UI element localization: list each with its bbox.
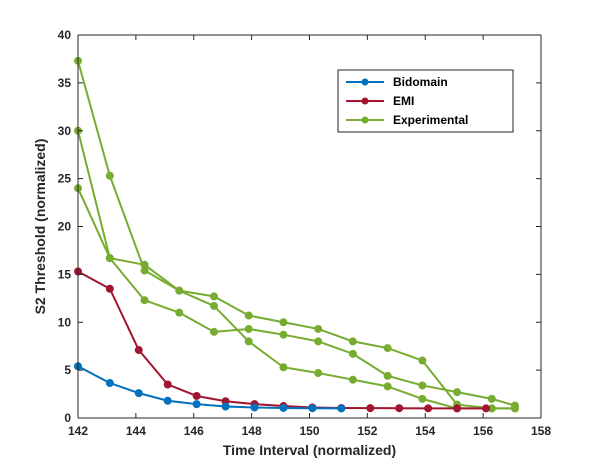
series-experimental-4 [74, 184, 519, 410]
data-point-bidomain [250, 403, 259, 412]
data-point-emi [395, 404, 404, 413]
data-point-emi [424, 404, 433, 413]
data-point-experimental [105, 171, 114, 180]
x-tick-label: 144 [126, 424, 146, 438]
data-point-experimental-4 [487, 394, 496, 403]
data-point-experimental-4 [348, 349, 357, 358]
data-point-experimental-3 [210, 301, 219, 310]
x-tick-label: 148 [242, 424, 262, 438]
data-point-emi [366, 404, 375, 413]
legend-label-emi: EMI [393, 94, 414, 108]
data-point-experimental [383, 344, 392, 353]
data-point-experimental-3 [244, 337, 253, 346]
y-tick-label: 10 [58, 315, 72, 329]
data-point-experimental [244, 311, 253, 320]
data-point-emi [192, 391, 201, 400]
x-tick-label: 146 [184, 424, 204, 438]
data-point-experimental-4 [244, 324, 253, 333]
x-tick-label: 150 [299, 424, 319, 438]
data-point-experimental-3 [175, 286, 184, 295]
x-tick-label: 142 [68, 424, 88, 438]
axes: 142 144 146 148 150 152 154 156 158 0 5 10 15 20 25 30 3… [58, 28, 552, 438]
data-point-emi [482, 404, 491, 413]
data-point-bidomain [279, 403, 288, 412]
data-point-experimental-3 [279, 363, 288, 372]
y-axis-label: S2 Threshold (normalized) [32, 139, 48, 315]
data-point-experimental-4 [453, 388, 462, 397]
data-point-experimental-3 [348, 375, 357, 384]
x-tick-label: 152 [357, 424, 377, 438]
x-tick-label: 154 [415, 424, 435, 438]
series-line-experimental [77, 60, 515, 410]
data-point-experimental-4 [140, 296, 149, 305]
data-point-experimental-4 [314, 337, 323, 346]
y-tick-label: 40 [58, 28, 72, 42]
data-point-experimental-4 [418, 381, 427, 390]
legend-marker-bidomain [361, 78, 369, 86]
data-point-bidomain [105, 379, 114, 388]
data-point-experimental-4 [175, 308, 184, 317]
data-point-bidomain [337, 404, 346, 413]
data-point-bidomain [134, 389, 143, 398]
data-point-experimental-3 [140, 260, 149, 269]
data-point-experimental [418, 356, 427, 365]
legend-marker-experimental [361, 116, 369, 124]
x-tick-label: 158 [531, 424, 551, 438]
y-tick-label: 20 [58, 220, 72, 234]
data-point-experimental-4 [210, 327, 219, 336]
data-point-experimental-4 [510, 401, 519, 410]
y-tick-label: 30 [58, 124, 72, 138]
x-axis-label: Time Interval (normalized) [223, 442, 396, 458]
series-line-experimental-4 [77, 187, 516, 407]
y-tick-label: 15 [58, 267, 72, 281]
plot-area [74, 56, 519, 413]
data-point-experimental-3 [314, 369, 323, 377]
data-point-experimental [279, 318, 288, 327]
data-point-bidomain [163, 396, 172, 405]
legend: Bidomain EMI Experimental [337, 69, 514, 133]
series-bidomain [74, 362, 346, 413]
y-tick-label: 25 [58, 172, 72, 186]
y-tick-label: 0 [64, 411, 71, 425]
y-tick-label: 5 [64, 363, 71, 377]
data-point-experimental-4 [105, 254, 114, 263]
series-line-bidomain [77, 365, 342, 410]
data-point-experimental-3 [418, 394, 427, 403]
data-point-emi [163, 380, 172, 389]
series-line-experimental-3 [77, 130, 515, 410]
data-point-experimental-4 [279, 330, 288, 339]
data-point-experimental-3 [383, 382, 392, 391]
data-point-bidomain [308, 404, 317, 413]
data-point-emi [453, 404, 462, 413]
data-point-experimental [314, 324, 323, 333]
data-point-experimental [348, 337, 357, 346]
legend-marker-emi [361, 97, 369, 105]
data-point-experimental [210, 292, 219, 301]
data-point-experimental-4 [383, 371, 392, 380]
data-point-emi [134, 346, 143, 355]
data-point-bidomain [221, 402, 230, 411]
y-tick-label: 35 [58, 76, 72, 90]
data-point-bidomain [192, 400, 201, 409]
legend-label-bidomain: Bidomain [393, 75, 448, 89]
x-tick-label: 156 [473, 424, 493, 438]
data-point-emi [105, 284, 114, 293]
legend-label-experimental: Experimental [393, 113, 468, 127]
